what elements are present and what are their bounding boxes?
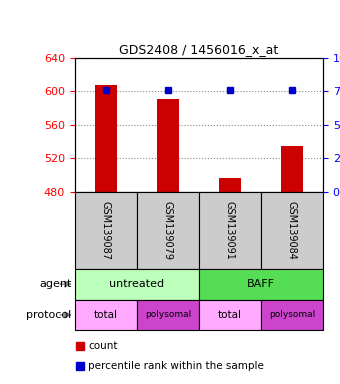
Bar	[75, 300, 137, 330]
Text: polysomal: polysomal	[145, 310, 191, 319]
Bar	[199, 192, 261, 269]
Bar	[157, 99, 179, 192]
Text: GSM139079: GSM139079	[163, 201, 173, 260]
Bar	[199, 300, 261, 330]
Text: percentile rank within the sample: percentile rank within the sample	[88, 361, 264, 371]
Text: polysomal: polysomal	[269, 310, 315, 319]
Text: GSM139091: GSM139091	[225, 201, 235, 260]
Bar	[95, 85, 117, 192]
Text: BAFF: BAFF	[247, 279, 275, 289]
Text: untreated: untreated	[109, 279, 165, 289]
Bar	[75, 269, 199, 300]
Bar	[199, 269, 323, 300]
Bar	[75, 192, 137, 269]
Text: agent: agent	[39, 279, 71, 289]
Text: GSM139084: GSM139084	[287, 201, 297, 260]
Bar	[261, 300, 323, 330]
Title: GDS2408 / 1456016_x_at: GDS2408 / 1456016_x_at	[119, 43, 278, 56]
Text: count: count	[88, 341, 118, 351]
Text: total: total	[218, 310, 242, 320]
Bar	[281, 146, 303, 192]
Text: GSM139087: GSM139087	[101, 201, 111, 260]
Text: protocol: protocol	[26, 310, 71, 320]
Text: total: total	[94, 310, 118, 320]
Bar	[261, 192, 323, 269]
Bar	[219, 178, 241, 192]
Bar	[137, 300, 199, 330]
Bar	[137, 192, 199, 269]
